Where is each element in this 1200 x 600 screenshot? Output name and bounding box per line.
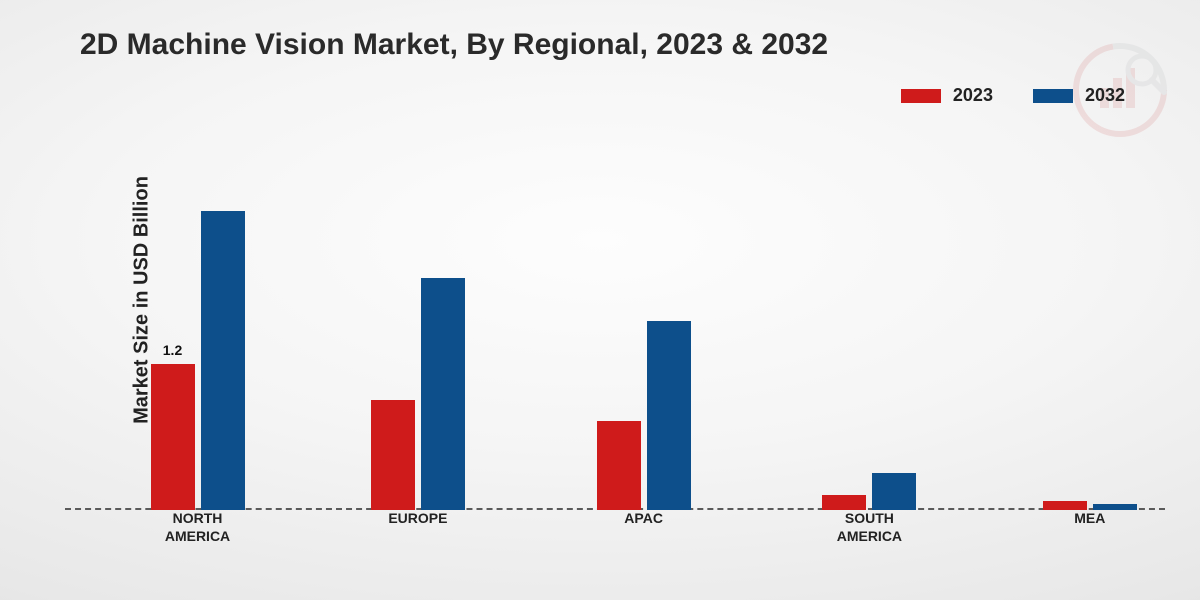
legend-swatch-2023	[901, 89, 941, 103]
x-tick-label: EUROPE	[388, 510, 447, 528]
bar	[597, 421, 641, 510]
legend: 2023 2032	[901, 85, 1125, 106]
legend-swatch-2032	[1033, 89, 1073, 103]
bar	[151, 364, 195, 510]
bar	[1043, 501, 1087, 510]
x-tick-label: SOUTH AMERICA	[837, 510, 902, 545]
plot-area: 1.2	[90, 120, 1165, 510]
bar-group	[822, 473, 916, 510]
x-tick-label: APAC	[624, 510, 663, 528]
bar	[371, 400, 415, 510]
bar-group	[597, 321, 691, 510]
bar	[822, 495, 866, 510]
bar-group	[1043, 501, 1137, 510]
legend-item-2032: 2032	[1033, 85, 1125, 106]
x-tick-label: MEA	[1074, 510, 1105, 528]
bar-value-label: 1.2	[163, 342, 182, 358]
x-tick-label: NORTH AMERICA	[165, 510, 230, 545]
bar	[872, 473, 916, 510]
chart-title: 2D Machine Vision Market, By Regional, 2…	[80, 28, 828, 62]
bar	[201, 211, 245, 510]
legend-item-2023: 2023	[901, 85, 993, 106]
x-axis-labels: NORTH AMERICA EUROPE APAC SOUTH AMERICA MEA	[90, 510, 1165, 550]
bar	[647, 321, 691, 510]
bar	[421, 278, 465, 510]
legend-label-2023: 2023	[953, 85, 993, 106]
bar-group	[151, 211, 245, 510]
bar-group	[371, 278, 465, 510]
legend-label-2032: 2032	[1085, 85, 1125, 106]
